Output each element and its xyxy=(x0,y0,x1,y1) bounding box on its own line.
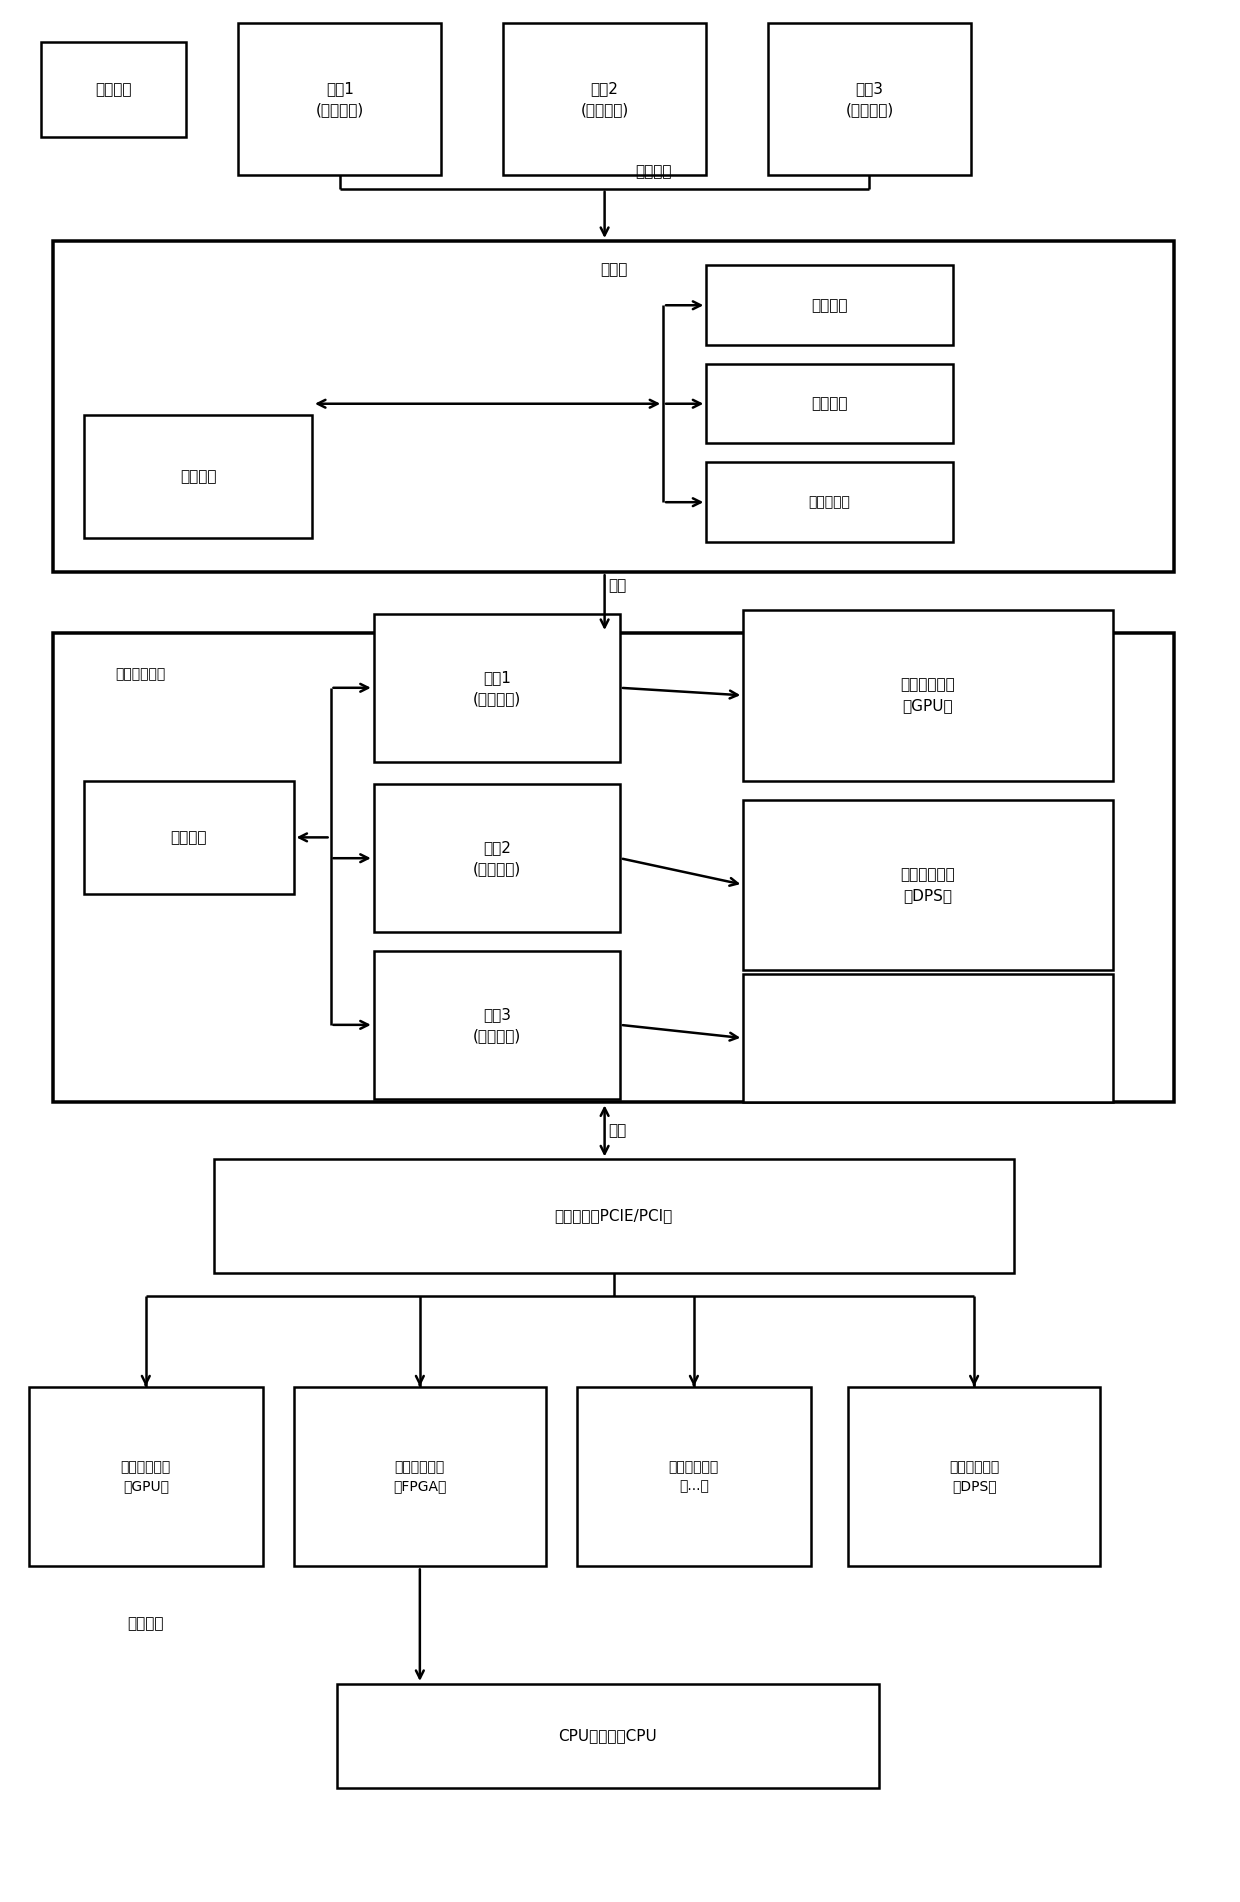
Text: 优化资源配置: 优化资源配置 xyxy=(115,668,165,681)
Bar xyxy=(84,415,312,538)
Bar xyxy=(848,1387,1100,1567)
Bar xyxy=(707,462,952,542)
Text: 功能评估: 功能评估 xyxy=(811,396,848,411)
Text: 优先级评估: 优先级评估 xyxy=(808,495,851,510)
Text: 性能评估: 性能评估 xyxy=(811,299,848,312)
Bar xyxy=(707,363,952,443)
Text: 业务1
(图像业务): 业务1 (图像业务) xyxy=(316,82,363,116)
Bar xyxy=(84,780,294,894)
Bar xyxy=(743,974,1112,1103)
Bar xyxy=(373,614,620,761)
Bar xyxy=(337,1683,879,1788)
Text: 拟态计算板卡
（DPS）: 拟态计算板卡 （DPS） xyxy=(900,867,955,903)
Bar xyxy=(503,23,707,175)
Text: 执策: 执策 xyxy=(608,1124,626,1139)
Bar xyxy=(707,266,952,344)
Bar xyxy=(743,611,1112,780)
Text: 业务3
(通信业务): 业务3 (通信业务) xyxy=(472,1006,521,1042)
Text: 业务3
(通信业务): 业务3 (通信业务) xyxy=(846,82,894,116)
Bar xyxy=(53,633,1174,1103)
Bar xyxy=(238,23,441,175)
Text: 业务1
(图像业务): 业务1 (图像业务) xyxy=(472,670,521,706)
Bar xyxy=(373,951,620,1099)
Text: 业务2
(计算业务): 业务2 (计算业务) xyxy=(580,82,629,116)
Text: 拟态计算板卡
（GPU）: 拟态计算板卡 （GPU） xyxy=(900,677,955,713)
Bar xyxy=(213,1160,1014,1272)
Text: 主控器: 主控器 xyxy=(600,262,627,278)
Bar xyxy=(373,784,620,932)
Bar xyxy=(768,23,971,175)
Text: 业务2
(计算业务): 业务2 (计算业务) xyxy=(472,841,521,877)
Text: 计算资源: 计算资源 xyxy=(128,1617,164,1630)
Text: 拟态计算板卡
（FPGA）: 拟态计算板卡 （FPGA） xyxy=(393,1459,446,1493)
Text: 拟态计算板卡
（DPS）: 拟态计算板卡 （DPS） xyxy=(949,1459,999,1493)
Bar xyxy=(743,799,1112,970)
Text: 通讯总线（PCIE/PCI）: 通讯总线（PCIE/PCI） xyxy=(554,1208,673,1223)
Text: 并发业务: 并发业务 xyxy=(95,82,131,97)
Text: 生成: 生成 xyxy=(608,578,626,593)
Bar xyxy=(53,242,1174,573)
Text: CPU／嵌入式CPU: CPU／嵌入式CPU xyxy=(558,1729,657,1744)
Bar xyxy=(41,42,186,137)
Text: 业务下载: 业务下载 xyxy=(636,164,672,179)
Text: 拟态计算板卡
（...）: 拟态计算板卡 （...） xyxy=(668,1459,719,1493)
Bar xyxy=(577,1387,811,1567)
Bar xyxy=(294,1387,546,1567)
Text: 拟态计算板卡
（GPU）: 拟态计算板卡 （GPU） xyxy=(120,1459,171,1493)
Text: 业务评估: 业务评估 xyxy=(171,829,207,844)
Bar xyxy=(29,1387,263,1567)
Text: 业务评估: 业务评估 xyxy=(180,470,217,485)
